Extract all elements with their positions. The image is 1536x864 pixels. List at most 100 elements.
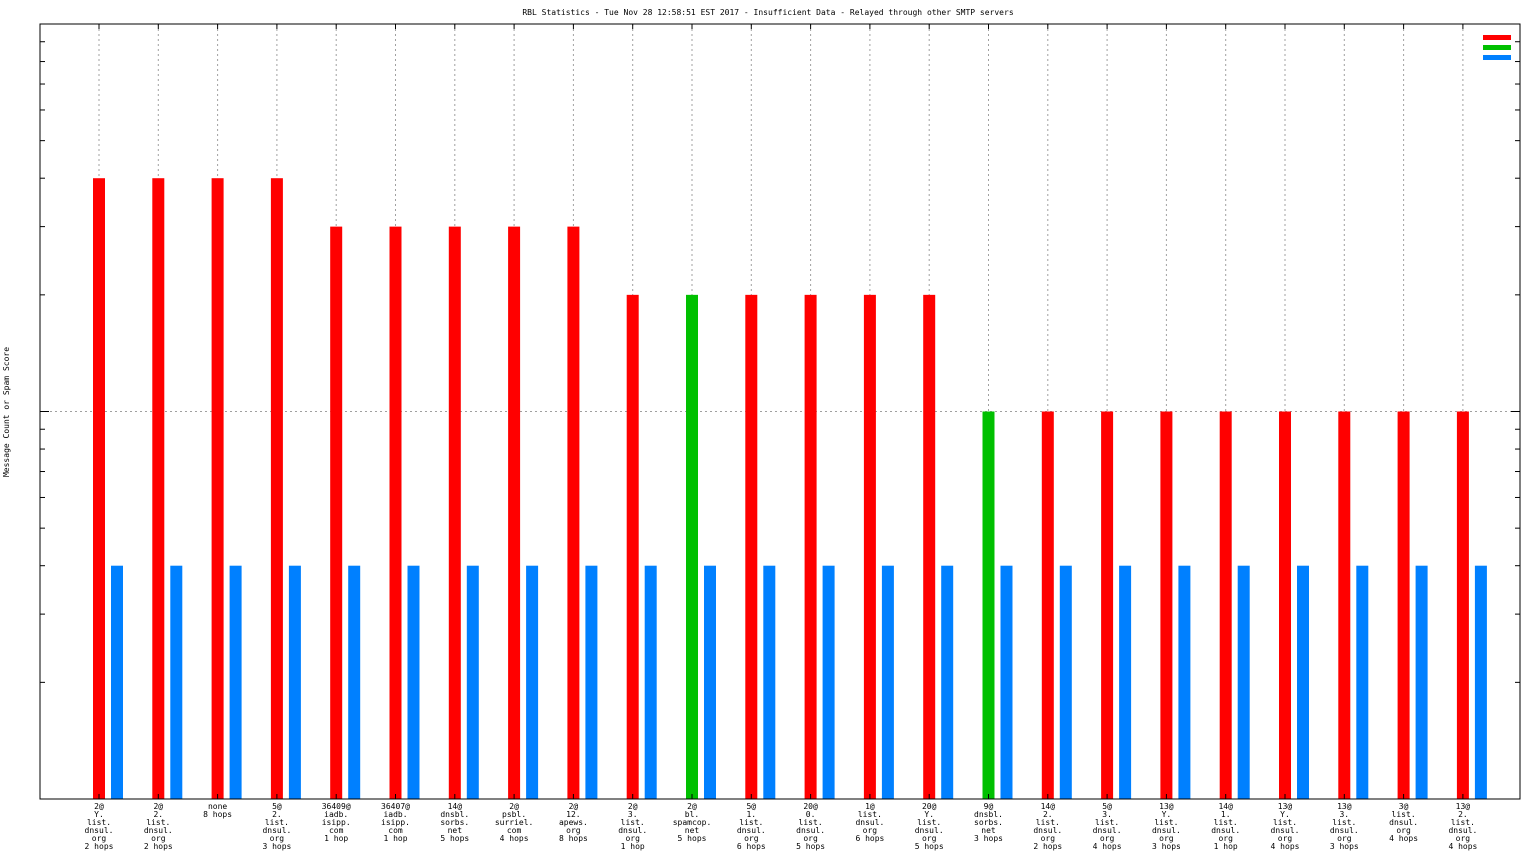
x-tick-label-line: list. (1332, 818, 1356, 827)
x-tick-label-line: 4 hops (500, 834, 529, 843)
x-tick-label: 2@ bl. spamcop. net 5 hops (673, 802, 712, 843)
not-spam-bar (1101, 411, 1114, 799)
x-tick-label-line: org (270, 834, 285, 843)
x-tick-label-line: iadb. (324, 810, 348, 819)
not-spam-bar (330, 226, 343, 800)
x-tick-label-line: 14@ (448, 802, 463, 811)
x-tick-label-line: net (685, 826, 700, 835)
x-tick-label-line: org (1456, 834, 1471, 843)
x-tick-label-line: 1 hop (1214, 842, 1238, 851)
x-tick-label-line: list. (1036, 818, 1060, 827)
x-tick-label-line: com (388, 826, 403, 835)
x-tick-label-line: list. (917, 818, 941, 827)
x-tick-label-line: 2@ (569, 802, 579, 811)
x-tick-label-line: list. (621, 818, 645, 827)
score-bar (941, 565, 954, 799)
x-tick-label-line: none (208, 802, 227, 811)
x-tick-label-line: dnsbl. (440, 810, 469, 819)
x-tick-label: none 8 hops (203, 802, 232, 819)
x-tick-label-line: dnsul. (1448, 826, 1477, 835)
x-tick-label: 14@ 1. list. dnsul. org 1 hop (1211, 802, 1240, 851)
x-tick-label-line: dnsul. (1271, 826, 1300, 835)
x-tick-label-line: 2@ (153, 802, 163, 811)
x-tick-label-line: dnsul. (1093, 826, 1122, 835)
not-spam-bar (1456, 411, 1469, 799)
x-tick-label-line: org (1396, 826, 1411, 835)
x-tick-label: 13@ 2. list. dnsul. org 4 hops (1448, 802, 1477, 851)
x-tick-label-line: dnsul. (855, 818, 884, 827)
spam-bar (686, 294, 698, 799)
x-tick-label-line: org (1159, 834, 1174, 843)
score-bar (763, 565, 776, 799)
x-tick-label-line: 6 hops (855, 834, 884, 843)
x-tick-label-line: 2@ (509, 802, 519, 811)
x-tick-label-line: 36407@ (381, 802, 410, 811)
x-tick-label: 2@ 12. apews. org 8 hops (559, 802, 588, 843)
x-tick-label-line: 14@ (1041, 802, 1056, 811)
not-spam-bar (567, 226, 580, 800)
x-tick-label: 20@ Y. list. dnsul. org 5 hops (915, 802, 944, 851)
score-bar (1000, 565, 1013, 799)
x-tick-label-line: org (625, 834, 640, 843)
x-tick-label-line: dnsbl. (974, 810, 1003, 819)
spam-bar (982, 411, 995, 799)
x-tick-label-line: sorbs. (974, 818, 1003, 827)
x-tick-label-line: 2@ (628, 802, 638, 811)
x-tick-label-line: bl. (685, 810, 699, 819)
score-bar (881, 565, 894, 799)
x-tick-label-line: 1@ (865, 802, 875, 811)
x-tick-label-line: org (1218, 834, 1233, 843)
x-tick-label-line: 20@ (922, 802, 937, 811)
score-bar (1119, 565, 1132, 799)
x-tick-label-line: 3@ (1399, 802, 1409, 811)
x-tick-label-line: 2. (272, 810, 282, 819)
x-tick-label-line: 13@ (1456, 802, 1471, 811)
x-tick-label-line: Y. (924, 810, 934, 819)
score-bar (288, 565, 301, 799)
score-bar (1178, 565, 1191, 799)
x-tick-label-line: com (329, 826, 344, 835)
legend-swatch (1483, 55, 1511, 60)
x-tick-label-line: 3. (1339, 810, 1349, 819)
x-tick-label-line: dnsul. (1152, 826, 1181, 835)
x-tick-label-line: 6 hops (737, 842, 766, 851)
x-tick-label-line: org (863, 826, 878, 835)
x-tick-label-line: 14@ (1218, 802, 1233, 811)
x-tick-label: 13@ 3. list. dnsul. org 3 hops (1330, 802, 1359, 851)
x-tick-label-line: 13@ (1337, 802, 1352, 811)
not-spam-bar (152, 178, 165, 799)
x-tick-label-line: 0. (806, 810, 816, 819)
x-tick-label-line: 1. (1221, 810, 1231, 819)
x-tick-label: 1@ list. dnsul. org 6 hops (855, 802, 884, 843)
x-tick-label-line: isipp. (381, 818, 410, 827)
x-tick-label-line: list. (739, 818, 763, 827)
x-tick-label-line: org (1041, 834, 1056, 843)
x-tick-label-line: Y. (1280, 810, 1290, 819)
x-tick-label-line: 1 hop (383, 834, 407, 843)
not-spam-bar (1338, 411, 1351, 799)
x-tick-label-line: 5 hops (796, 842, 825, 851)
x-tick-label: 2@ 2. list. dnsul. org 2 hops (144, 802, 173, 851)
score-bar (1356, 565, 1369, 799)
x-tick-label-line: 1 hop (621, 842, 645, 851)
x-tick-label: 14@ dnsbl. sorbs. net 5 hops (440, 802, 469, 843)
x-tick-label-line: org (1278, 834, 1293, 843)
x-tick-label-line: list. (1392, 810, 1416, 819)
score-bar (526, 565, 539, 799)
x-tick-label-line: 13@ (1278, 802, 1293, 811)
x-tick-label-line: 13@ (1159, 802, 1174, 811)
x-tick-label-line: dnsul. (1330, 826, 1359, 835)
x-tick-label-line: dnsul. (1211, 826, 1240, 835)
x-tick-label-line: psbl. (502, 810, 526, 819)
x-tick-label-line: Y. (94, 810, 104, 819)
x-tick-label-line: 3 hops (974, 834, 1003, 843)
score-bar (1474, 565, 1487, 799)
x-tick-label: 3@ list. dnsul. org 4 hops (1389, 802, 1418, 843)
not-spam-bar (863, 294, 876, 799)
x-tick-label-line: org (744, 834, 759, 843)
x-tick-label: 5@ 3. list. dnsul. org 4 hops (1093, 802, 1122, 851)
x-tick-label-line: list. (146, 818, 170, 827)
x-tick-label-line: list. (1095, 818, 1119, 827)
score-bar (348, 565, 361, 799)
chart-title: RBL Statistics - Tue Nov 28 12:58:51 EST… (522, 8, 1013, 17)
